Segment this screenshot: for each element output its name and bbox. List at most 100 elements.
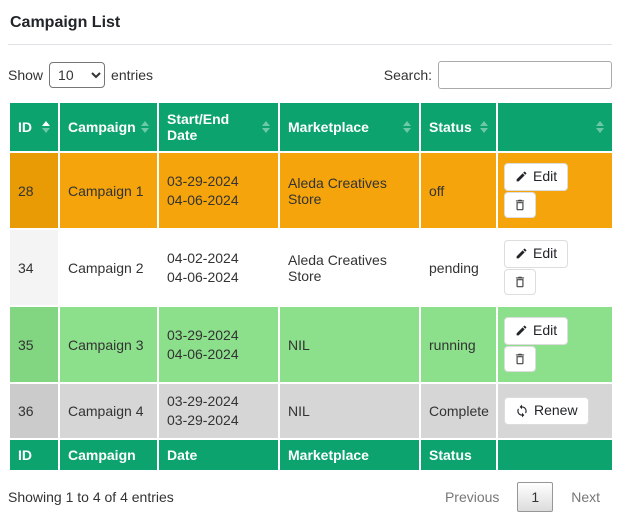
footer-header-marketplace: Marketplace [278,437,421,472]
search-input[interactable] [438,61,612,89]
cell-date: 04-02-2024 04-06-2024 [157,228,280,307]
pencil-icon [515,247,528,260]
refresh-icon [515,404,529,418]
table-row-campaign-3: 35 Campaign 3 03-29-2024 04-06-2024 NIL … [8,305,614,384]
page-length-select[interactable]: 10 [49,62,106,88]
delete-button[interactable] [504,345,536,372]
show-label: Show [8,67,44,83]
cell-marketplace: Aleda Creatives Store [278,228,421,307]
footer-header-actions [496,437,614,472]
pencil-icon [515,324,528,337]
next-page-button[interactable]: Next [559,483,612,511]
header-row: ID Campaign Start/End Date Marketplace S… [8,101,614,153]
cell-id: 28 [8,151,60,230]
cell-campaign: Campaign 3 [58,305,159,384]
start-date: 03-29-2024 [167,393,239,409]
column-header-actions[interactable] [496,101,614,153]
table-body: 28 Campaign 1 03-29-2024 04-06-2024 Aled… [8,151,614,440]
campaign-table: ID Campaign Start/End Date Marketplace S… [8,101,614,472]
column-header-marketplace[interactable]: Marketplace [278,101,421,153]
sort-icon [141,121,149,133]
table-row-campaign-4: 36 Campaign 4 03-29-2024 03-29-2024 NIL … [8,382,614,440]
footer-row: ID Campaign Date Marketplace Status [8,437,614,472]
header-label: Marketplace [288,119,369,135]
pencil-icon [515,170,528,183]
table-row-campaign-2: 34 Campaign 2 04-02-2024 04-06-2024 Aled… [8,228,614,307]
delete-button[interactable] [504,268,536,295]
previous-page-button[interactable]: Previous [433,483,511,511]
header-label: ID [18,119,32,135]
column-header-id[interactable]: ID [8,101,60,153]
cell-marketplace: Aleda Creatives Store [278,151,421,230]
search-control: Search: [384,61,612,89]
cell-id: 36 [8,382,60,440]
table-controls: Show 10 entries Search: [8,61,612,89]
title-divider [8,44,612,45]
renew-button-label: Renew [534,402,578,419]
end-date: 04-06-2024 [167,191,239,208]
cell-actions: Edit [496,228,614,307]
sort-icon [596,121,604,133]
start-date: 03-29-2024 [167,172,239,189]
table-header: ID Campaign Start/End Date Marketplace S… [8,101,614,153]
cell-actions: Edit [496,151,614,230]
cell-date: 03-29-2024 04-06-2024 [157,151,280,230]
cell-actions: Renew [496,382,614,440]
footer-header-date: Date [157,437,280,472]
footer-header-campaign: Campaign [58,437,159,472]
edit-button-label: Edit [533,245,558,262]
header-label: Status [429,119,472,135]
page-1-button[interactable]: 1 [517,481,554,512]
column-header-date[interactable]: Start/End Date [157,101,280,153]
start-date: 04-02-2024 [167,249,239,266]
page-length-control: Show 10 entries [8,62,153,88]
cell-campaign: Campaign 4 [58,382,159,440]
edit-button-label: Edit [533,168,558,185]
header-label: Start/End Date [167,111,230,143]
header-label: Campaign [68,119,136,135]
column-header-campaign[interactable]: Campaign [58,101,159,153]
cell-marketplace: NIL [278,305,421,384]
cell-date: 03-29-2024 04-06-2024 [157,305,280,384]
sort-icon [42,121,50,133]
edit-button[interactable]: Edit [504,317,569,345]
end-date: 03-29-2024 [167,411,239,428]
footer-header-id: ID [8,437,60,472]
pagination: Previous 1 Next [433,481,612,512]
delete-button[interactable] [504,191,536,218]
cell-campaign: Campaign 1 [58,151,159,230]
cell-marketplace: NIL [278,382,421,440]
cell-status: pending [419,228,498,307]
cell-status: off [419,151,498,230]
cell-id: 34 [8,228,60,307]
trash-icon [513,352,527,366]
edit-button[interactable]: Edit [504,240,569,268]
table-row-campaign-1: 28 Campaign 1 03-29-2024 04-06-2024 Aled… [8,151,614,230]
sort-icon [480,121,488,133]
cell-date: 03-29-2024 03-29-2024 [157,382,280,440]
edit-button[interactable]: Edit [504,163,569,191]
page-title: Campaign List [10,14,121,31]
trash-icon [513,198,527,212]
cell-id: 35 [8,305,60,384]
renew-button[interactable]: Renew [504,397,589,425]
cell-campaign: Campaign 2 [58,228,159,307]
showing-info: Showing 1 to 4 of 4 entries [8,488,174,505]
end-date: 04-06-2024 [167,345,239,362]
cell-actions: Edit [496,305,614,384]
table-info-bar: Showing 1 to 4 of 4 entries Previous 1 N… [8,481,612,512]
cell-status: running [419,305,498,384]
edit-button-label: Edit [533,322,558,339]
end-date: 04-06-2024 [167,268,239,285]
search-label: Search: [383,67,432,83]
trash-icon [513,275,527,289]
entries-label: entries [111,67,154,83]
sort-icon [262,121,270,133]
cell-status: Complete [419,382,498,440]
footer-header-status: Status [419,437,498,472]
sort-icon [403,121,411,133]
table-footer: ID Campaign Date Marketplace Status [8,437,614,472]
start-date: 03-29-2024 [167,326,239,343]
column-header-status[interactable]: Status [419,101,498,153]
